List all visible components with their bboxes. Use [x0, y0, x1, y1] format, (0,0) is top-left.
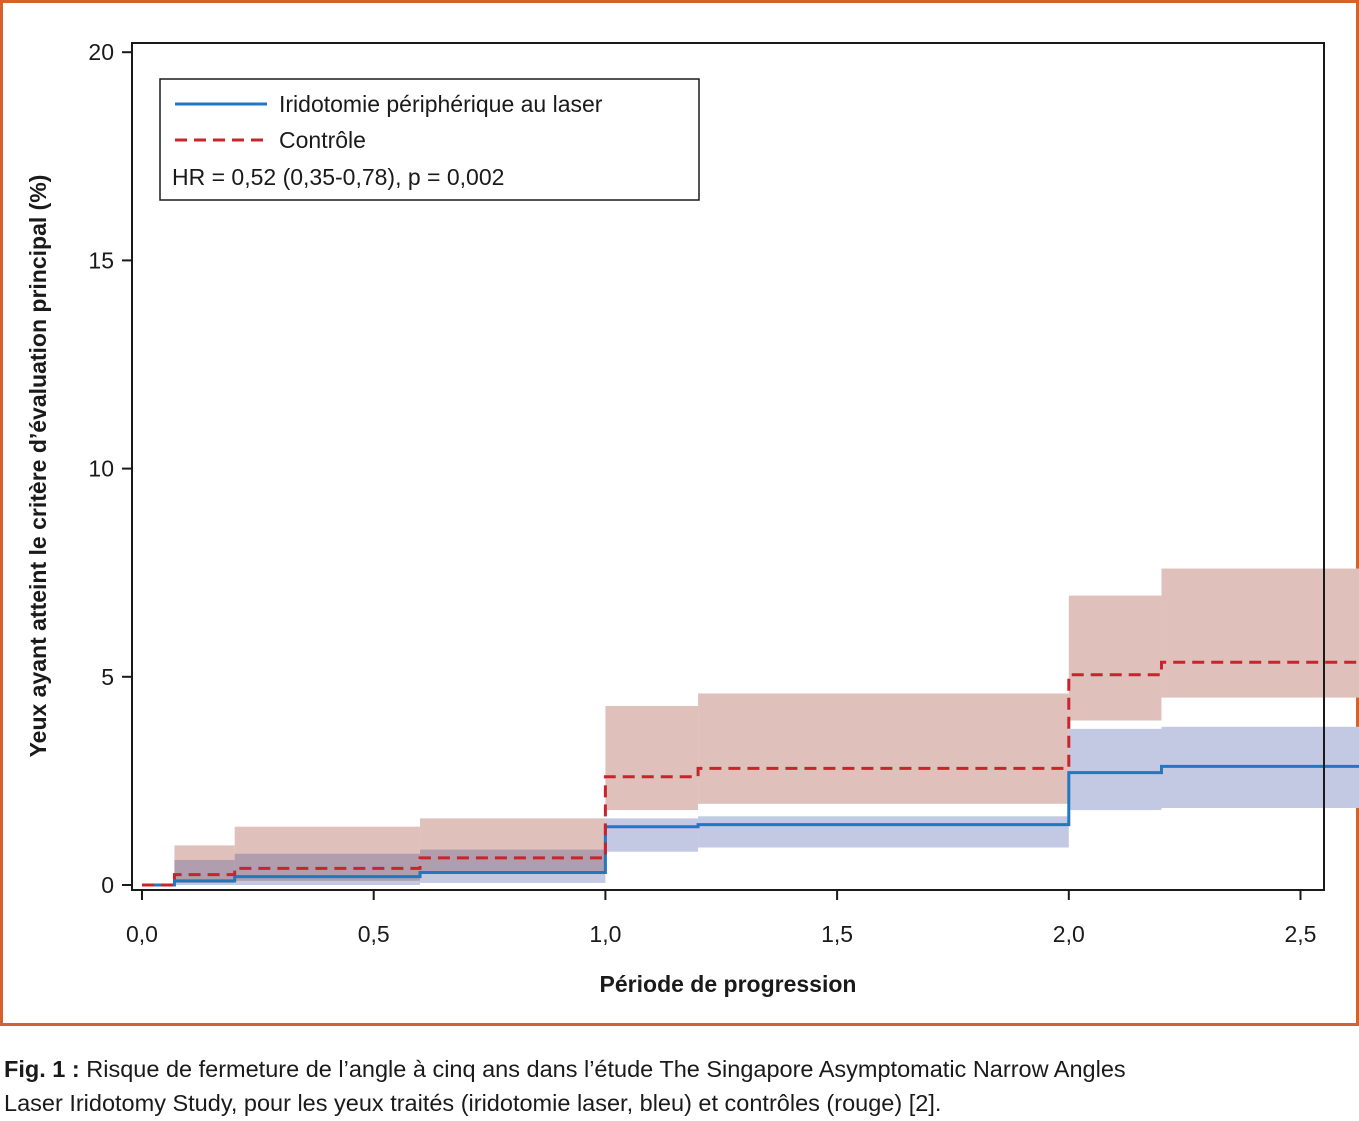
figure-frame	[0, 0, 1359, 1026]
confidence-bands	[174, 568, 1359, 885]
x-axis-title: Période de progression	[600, 971, 857, 997]
y-tick-label: 0	[101, 872, 114, 898]
y-tick-label: 15	[88, 247, 114, 273]
y-tick-label: 20	[88, 39, 114, 65]
ci-band-control	[1161, 568, 1359, 698]
survival-curves	[142, 660, 1359, 887]
x-tick-label: 2,0	[1053, 921, 1085, 947]
ci-band-laser	[605, 818, 699, 852]
ci-band-overlap	[420, 849, 606, 873]
y-tick-label: 10	[88, 456, 114, 482]
x-tick-label: 1,5	[821, 921, 853, 947]
curve-laser	[142, 764, 1359, 887]
x-tick-label: 0,5	[358, 921, 390, 947]
hazard-ratio-annotation: HR = 0,52 (0,35-0,78), p = 0,002	[172, 164, 504, 190]
ci-band-control	[1068, 595, 1162, 721]
caption-text-line1: Risque de fermeture de l’angle à cinq an…	[79, 1056, 1126, 1082]
y-axis: 0 5 10 15 20	[88, 39, 132, 898]
ci-band-overlap	[174, 860, 235, 883]
y-tick-label: 5	[101, 664, 114, 690]
legend-label-control: Contrôle	[279, 127, 366, 153]
x-tick-label: 0,0	[126, 921, 158, 947]
y-axis-title: Yeux ayant atteint le critère d’évaluati…	[25, 175, 51, 758]
x-axis: 0,00,51,01,52,02,53,03,54,04,55,0	[126, 890, 1317, 947]
plot-area-frame	[131, 42, 1325, 891]
caption-text-line2: Laser Iridotomy Study, pour les yeux tra…	[4, 1090, 942, 1116]
legend-box	[159, 78, 700, 201]
caption-label: Fig. 1 :	[4, 1056, 80, 1082]
figure-caption: Fig. 1 : Risque de fermeture de l’angle …	[4, 1052, 1356, 1120]
x-tick-label: 2,5	[1285, 921, 1317, 947]
ci-band-laser	[698, 816, 1069, 848]
legend-label-laser: Iridotomie périphérique au laser	[279, 91, 603, 117]
ci-band-control	[605, 705, 699, 811]
legend: Iridotomie périphérique au laser Contrôl…	[159, 78, 700, 201]
ci-band-laser	[1068, 728, 1162, 811]
ci-band-control	[698, 693, 1069, 804]
x-tick-label: 1,0	[589, 921, 621, 947]
